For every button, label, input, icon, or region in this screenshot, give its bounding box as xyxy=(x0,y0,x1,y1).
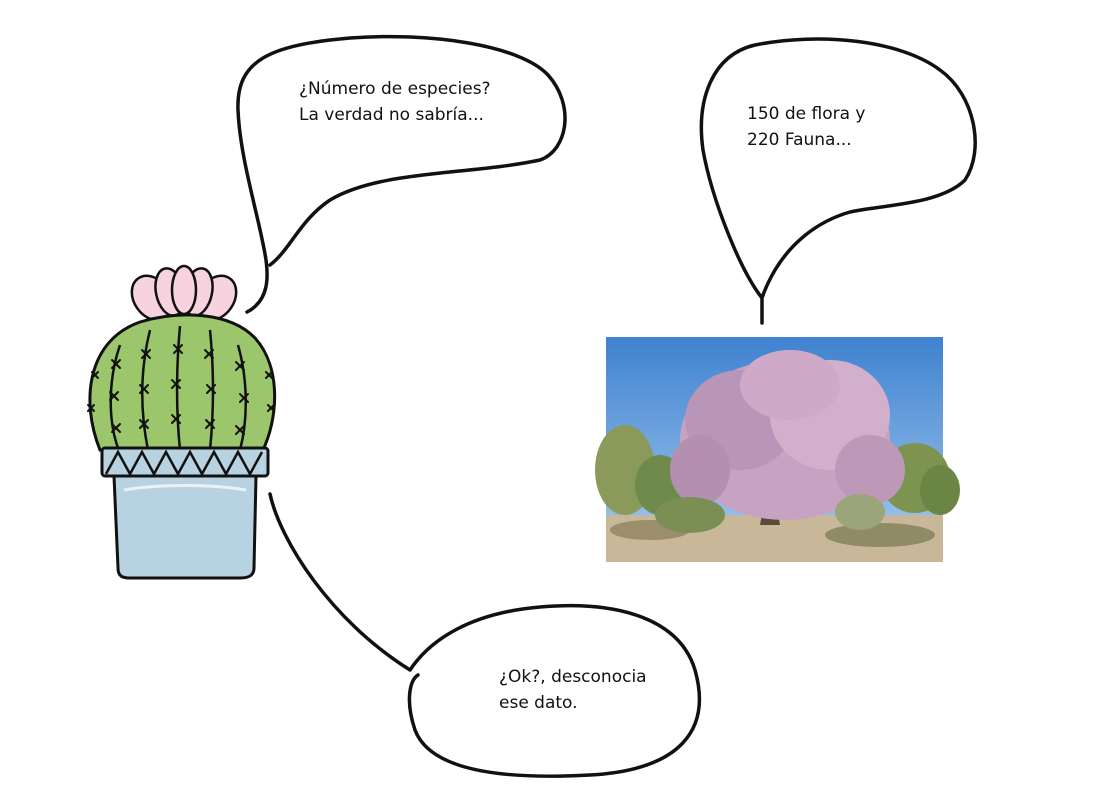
cactus-pot xyxy=(112,474,258,580)
bubble-left-text: ¿Número de especies? La verdad no sabría… xyxy=(299,76,491,128)
bubble-bottom-text: ¿Ok?, desconocia ese dato. xyxy=(499,664,647,716)
pot-highlight xyxy=(123,484,247,492)
bubble-right-text: 150 de flora y 220 Fauna... xyxy=(747,101,866,153)
cactus-body xyxy=(88,313,277,454)
desert-tree-photo xyxy=(595,337,960,562)
bubble-left-line2: La verdad no sabría... xyxy=(299,105,484,125)
bubble-bottom-line2: ese dato. xyxy=(499,693,578,713)
cactus-spines xyxy=(87,344,275,435)
speech-bubble-right xyxy=(699,37,977,325)
speech-bubble-bottom xyxy=(268,492,701,778)
bubble-left-line1: ¿Número de especies? xyxy=(299,79,491,99)
bubble-right-line1: 150 de flora y xyxy=(747,104,866,124)
pot-rim-zigzag xyxy=(104,449,264,477)
cactus-illustration xyxy=(87,264,277,580)
speech-bubble-left xyxy=(236,34,567,314)
cactus-flower xyxy=(130,264,238,322)
bubble-right-line2: 220 Fauna... xyxy=(747,130,852,150)
bubble-bottom-line1: ¿Ok?, desconocia xyxy=(499,667,647,687)
